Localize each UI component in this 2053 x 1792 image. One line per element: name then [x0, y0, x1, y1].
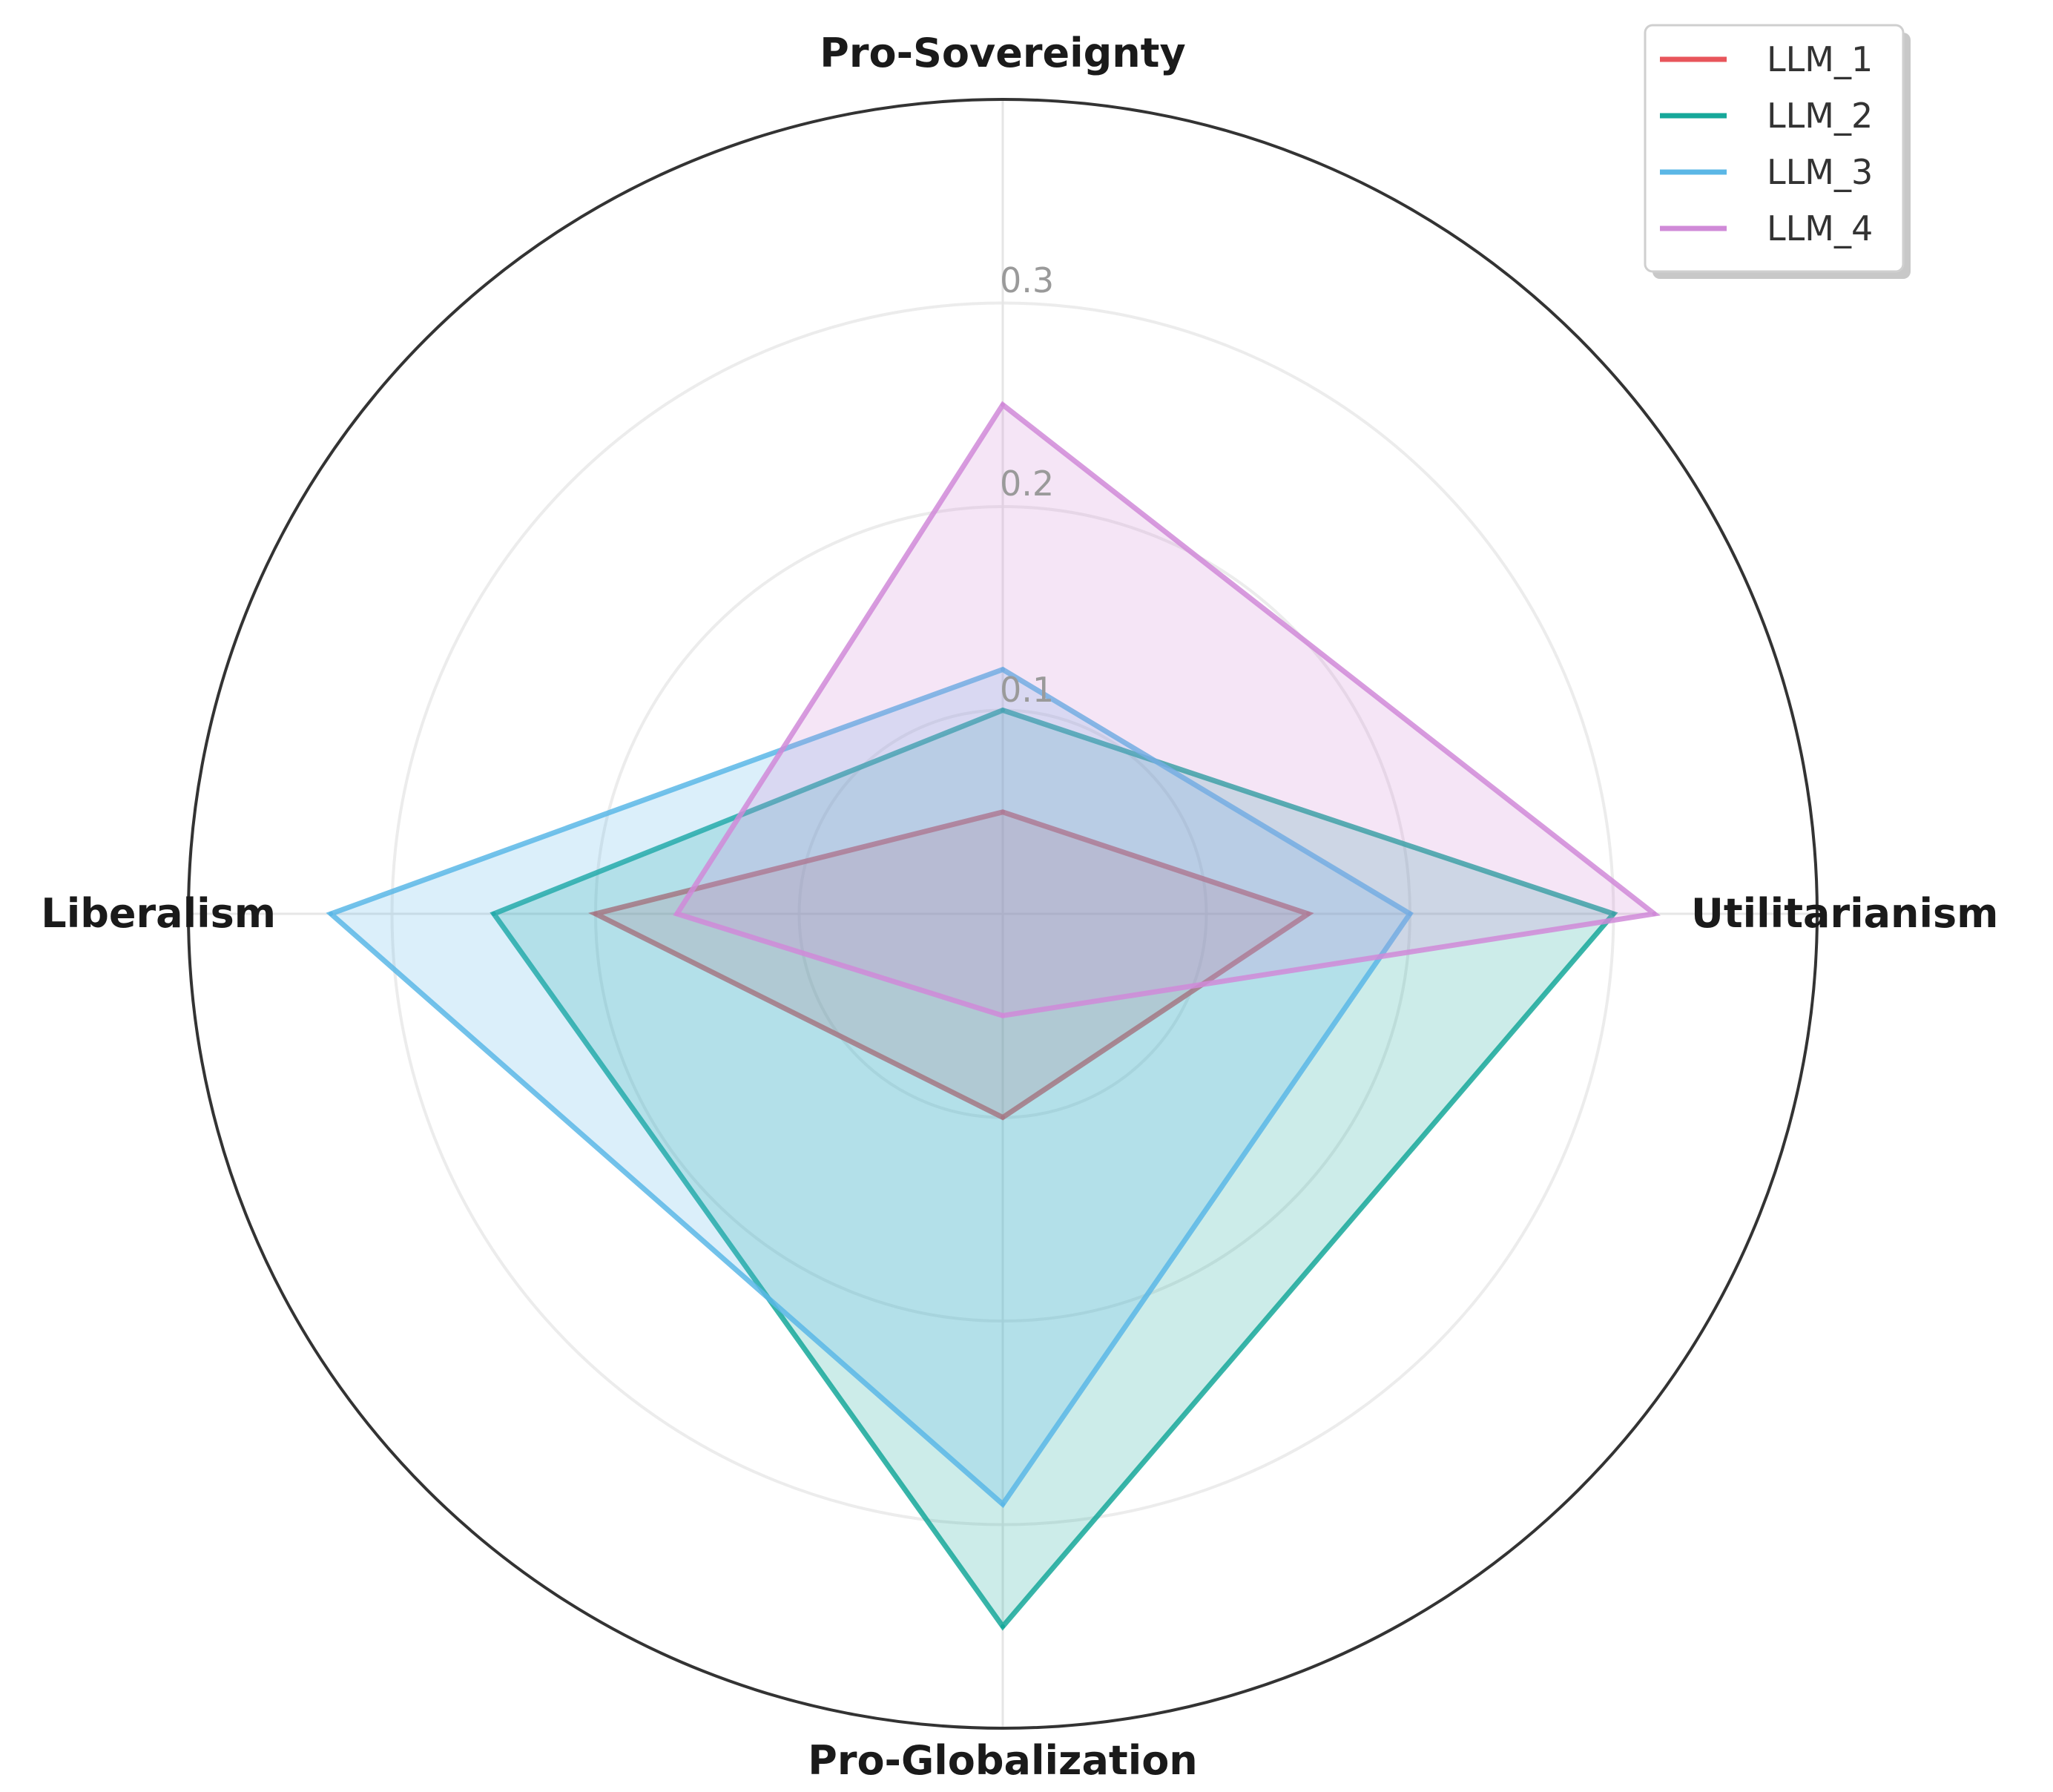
data-point-llm-4 — [1001, 1013, 1005, 1018]
radial-tick-labels: 0.1 0.2 0.3 — [1000, 260, 1054, 710]
rtick-label-0.1: 0.1 — [1000, 670, 1054, 710]
rtick-label-0.2: 0.2 — [1000, 464, 1054, 504]
legend-label-llm-4: LLM_4 — [1767, 208, 1873, 248]
outer-circle — [187, 98, 1819, 1730]
data-point-llm-3 — [1001, 1502, 1005, 1507]
axis-label-liberalism: Liberalism — [41, 890, 276, 937]
data-point-llm-4 — [1652, 912, 1657, 916]
axis-label-utilitarianism: Utilitarianism — [1691, 890, 1998, 937]
data-point-llm-1 — [1001, 809, 1005, 814]
data-point-llm-2 — [1611, 912, 1616, 916]
rtick-label-0.3: 0.3 — [1000, 260, 1054, 300]
data-point-llm-3 — [329, 912, 334, 916]
axis-label-pro-globalization: Pro-Globalization — [808, 1737, 1198, 1784]
legend-label-llm-3: LLM_3 — [1767, 152, 1873, 192]
legend-label-llm-1: LLM_1 — [1767, 39, 1873, 79]
data-point-llm-2 — [1001, 1624, 1005, 1629]
legend-items: LLM_1 LLM_2 LLM_3 LLM_4 — [1660, 39, 1873, 248]
data-point-llm-3 — [1001, 667, 1005, 672]
data-point-llm-4 — [1001, 402, 1005, 407]
data-point-llm-1 — [593, 912, 598, 916]
data-point-llm-1 — [1305, 912, 1311, 916]
legend: LLM_1 LLM_2 LLM_3 LLM_4 — [1644, 24, 1911, 279]
data-point-llm-4 — [674, 912, 679, 916]
series-layer — [326, 401, 1661, 1631]
data-point-llm-1 — [1001, 1115, 1005, 1120]
series-polygon-llm-4 — [673, 401, 1661, 1018]
legend-label-llm-2: LLM_2 — [1767, 96, 1873, 136]
data-point-llm-2 — [491, 912, 496, 916]
legend-box — [1644, 24, 1905, 273]
axis-labels: Pro-Sovereignty Utilitarianism Pro-Globa… — [41, 30, 1998, 1784]
data-point-llm-2 — [1001, 708, 1005, 713]
axis-label-pro-sovereignty: Pro-Sovereignty — [820, 30, 1185, 76]
data-point-llm-3 — [1408, 912, 1412, 916]
